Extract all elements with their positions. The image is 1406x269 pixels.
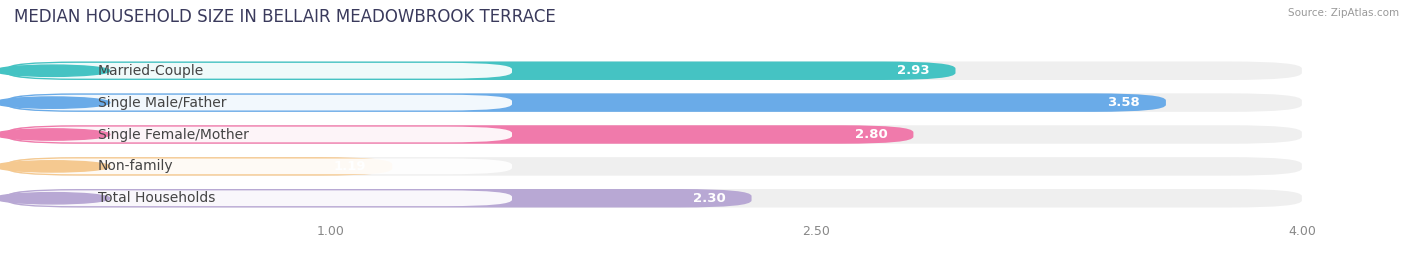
FancyBboxPatch shape: [7, 125, 914, 144]
Circle shape: [0, 65, 110, 76]
FancyBboxPatch shape: [7, 189, 1302, 207]
Text: Total Households: Total Households: [97, 191, 215, 205]
FancyBboxPatch shape: [7, 157, 392, 176]
FancyBboxPatch shape: [7, 93, 1166, 112]
FancyBboxPatch shape: [7, 62, 956, 80]
Circle shape: [0, 193, 110, 204]
Text: MEDIAN HOUSEHOLD SIZE IN BELLAIR MEADOWBROOK TERRACE: MEDIAN HOUSEHOLD SIZE IN BELLAIR MEADOWB…: [14, 8, 555, 26]
Text: 3.58: 3.58: [1108, 96, 1140, 109]
Text: 2.93: 2.93: [897, 64, 929, 77]
Circle shape: [0, 129, 110, 140]
Text: 2.80: 2.80: [855, 128, 887, 141]
Text: 1.19: 1.19: [333, 160, 367, 173]
Text: Single Male/Father: Single Male/Father: [97, 95, 226, 110]
Circle shape: [0, 97, 110, 108]
FancyBboxPatch shape: [10, 158, 512, 174]
FancyBboxPatch shape: [10, 127, 512, 142]
FancyBboxPatch shape: [7, 62, 1302, 80]
Text: Married-Couple: Married-Couple: [97, 64, 204, 78]
Text: Source: ZipAtlas.com: Source: ZipAtlas.com: [1288, 8, 1399, 18]
Text: 2.30: 2.30: [693, 192, 725, 205]
FancyBboxPatch shape: [7, 157, 1302, 176]
FancyBboxPatch shape: [10, 95, 512, 111]
FancyBboxPatch shape: [7, 93, 1302, 112]
FancyBboxPatch shape: [7, 125, 1302, 144]
FancyBboxPatch shape: [10, 190, 512, 206]
Text: Non-family: Non-family: [97, 159, 173, 174]
FancyBboxPatch shape: [7, 189, 752, 207]
FancyBboxPatch shape: [10, 63, 512, 79]
Circle shape: [0, 161, 110, 172]
Text: Single Female/Mother: Single Female/Mother: [97, 128, 249, 141]
